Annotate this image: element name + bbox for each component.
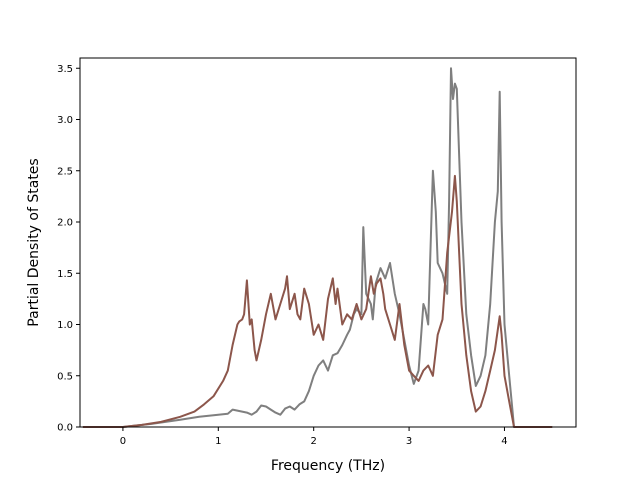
y-axis-label: Partial Density of States [26,158,42,326]
y-tick-label: 3.5 [57,64,73,75]
y-tick-label: 2.0 [57,218,73,229]
plot-frame [79,57,577,428]
y-tick-label: 2.5 [57,166,73,177]
x-tick-label: 4 [501,436,507,447]
x-axis: 0 1 2 3 4 [120,427,508,447]
x-axis-label: Frequency (THz) [271,458,385,474]
x-tick-label: 3 [406,436,412,447]
series-line-2 [82,174,553,428]
series-line-1 [82,67,553,428]
y-tick-label: 1.5 [57,269,73,280]
x-tick-label: 1 [215,436,221,447]
y-axis: 0.0 0.5 1.0 1.5 2.0 2.5 3.0 3.5 [57,64,80,434]
x-tick-label: 0 [120,436,126,447]
y-tick-label: 0.5 [57,371,73,382]
y-tick-label: 1.0 [57,320,73,331]
series-layer [82,67,553,428]
y-tick-label: 0.0 [57,423,73,434]
y-tick-label: 3.0 [57,115,73,126]
x-tick-label: 2 [311,436,317,447]
